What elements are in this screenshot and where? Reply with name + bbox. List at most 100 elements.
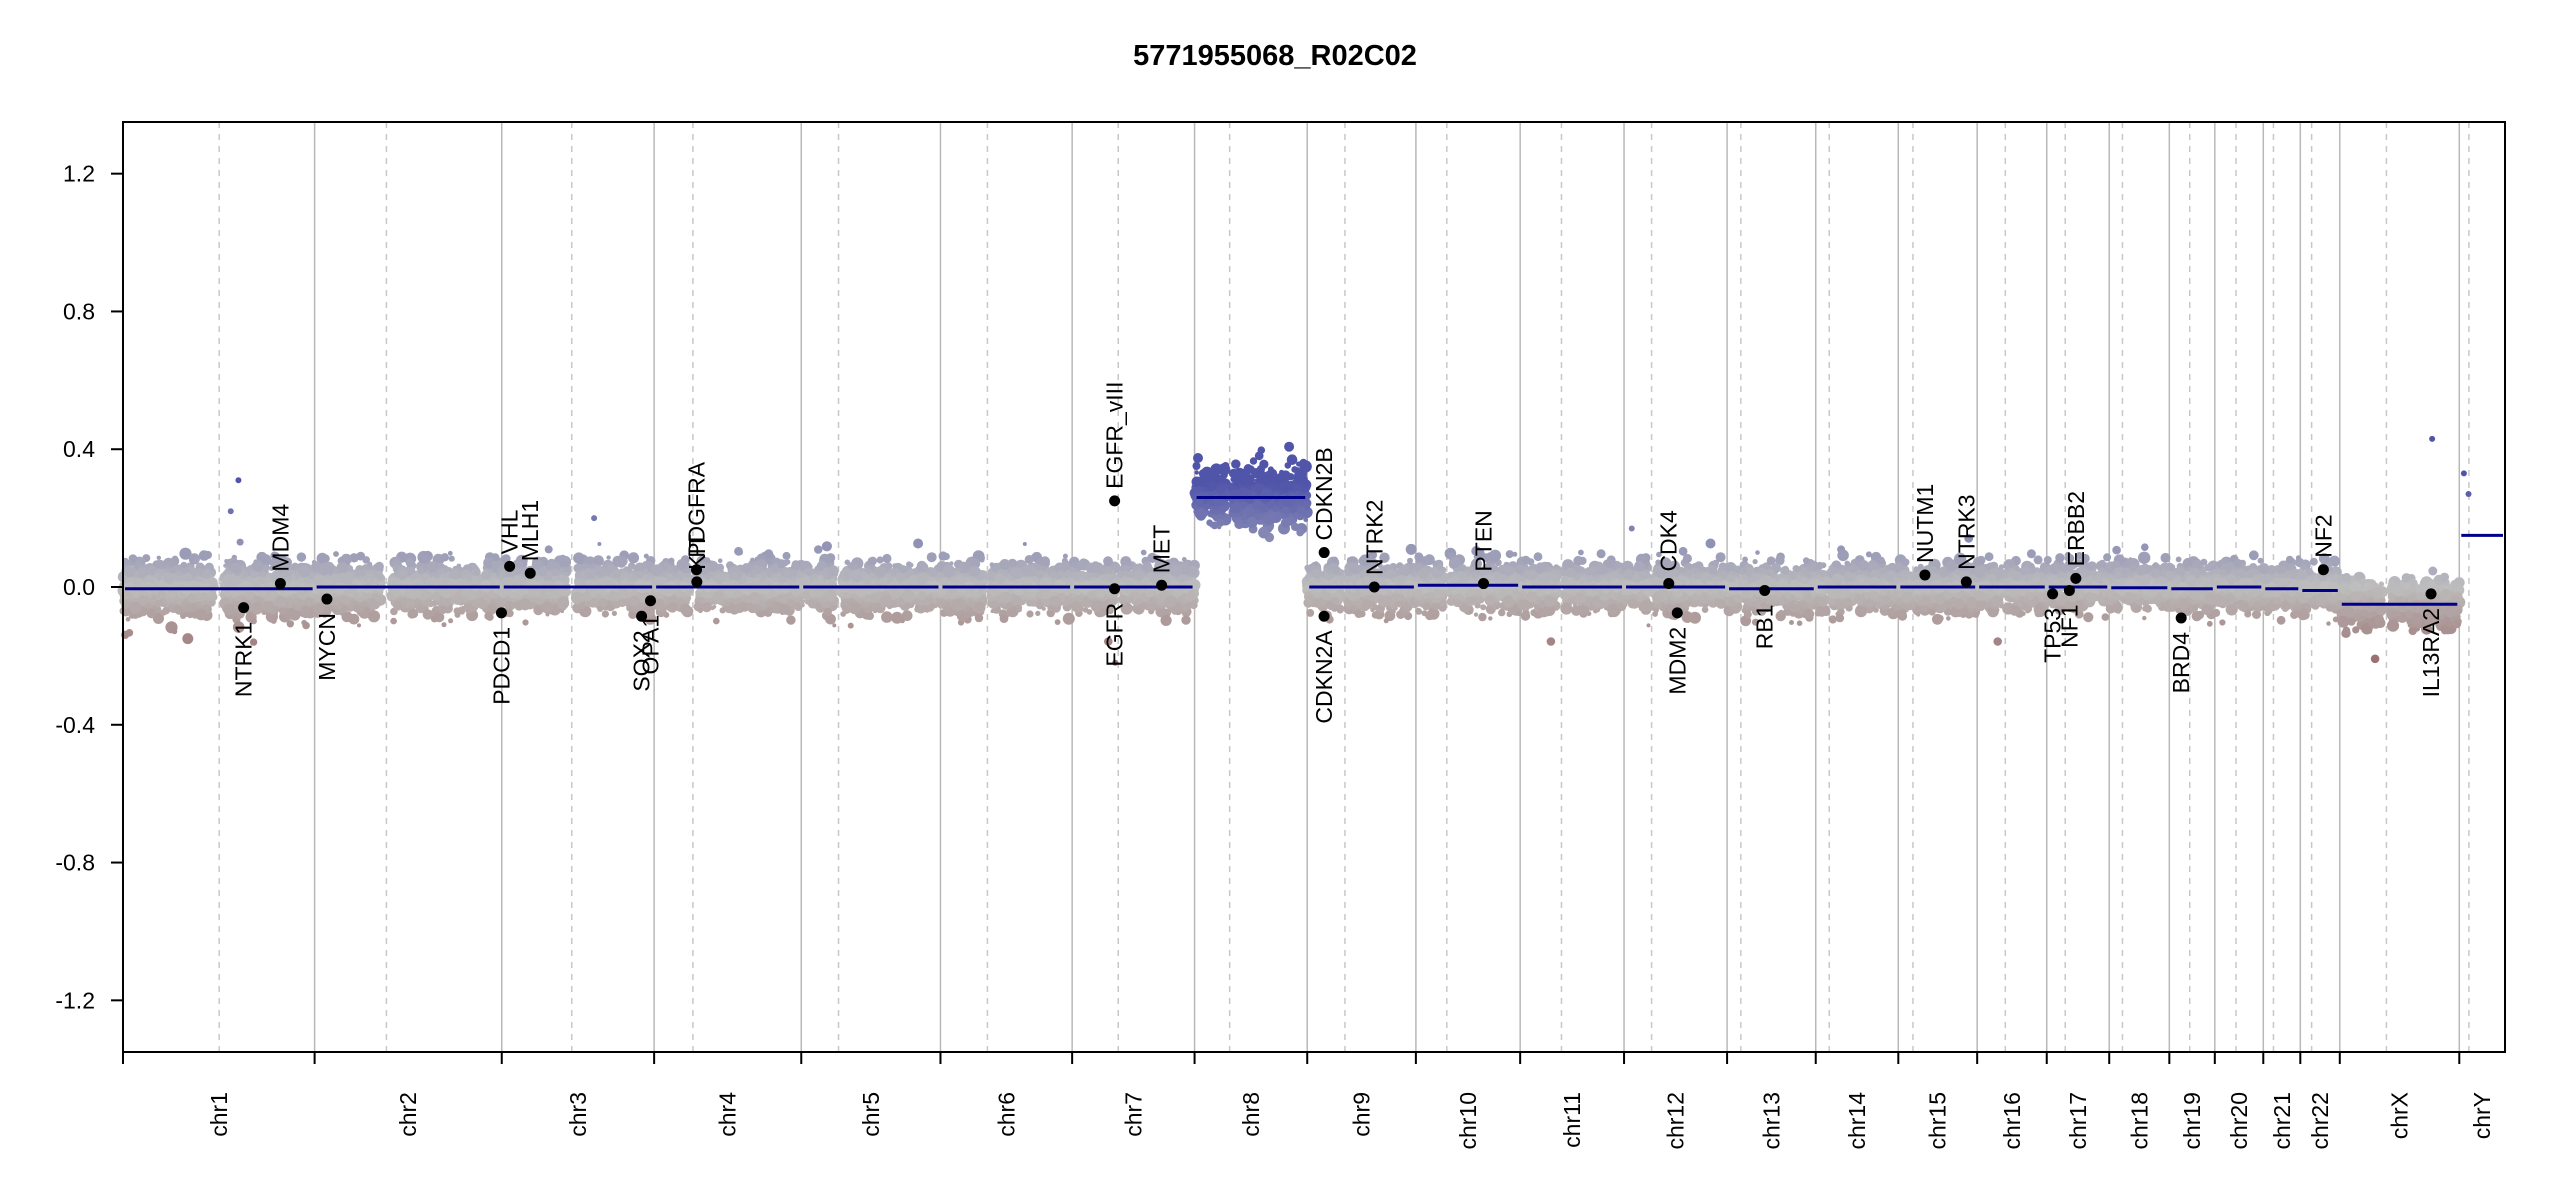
bin-point <box>557 596 570 609</box>
bin-point <box>559 568 565 574</box>
bin-point <box>357 623 361 628</box>
bin-point <box>537 566 548 577</box>
bin-point <box>203 604 210 611</box>
bin-point <box>458 578 464 584</box>
bin-point <box>393 601 403 611</box>
bin-point <box>425 577 435 587</box>
bin-point <box>484 611 493 621</box>
bin-point <box>275 595 288 608</box>
bin-point <box>433 562 440 568</box>
bin-point <box>861 601 867 607</box>
bin-point <box>719 607 726 614</box>
bin-point <box>446 597 452 603</box>
bin-point <box>259 570 267 578</box>
bin-point <box>463 605 469 611</box>
bin-point <box>482 595 489 601</box>
bin-point <box>504 602 510 608</box>
bin-point <box>713 573 725 584</box>
bin-point <box>741 563 752 573</box>
bin-point <box>300 605 311 616</box>
bin-point <box>348 613 360 625</box>
bin-point <box>627 552 640 564</box>
bin-point <box>367 610 381 623</box>
bin-point <box>448 618 454 624</box>
bin-point <box>179 547 192 560</box>
bin-point <box>313 574 326 586</box>
bin-point <box>187 612 194 619</box>
bin-point <box>920 566 927 573</box>
bin-point <box>332 582 345 595</box>
bin-point <box>374 596 380 602</box>
bin-point <box>422 609 433 620</box>
bin-point <box>418 603 423 609</box>
bin-point <box>467 589 475 598</box>
bin-point <box>584 567 597 580</box>
bin-point <box>556 576 560 581</box>
bin-point <box>202 569 212 579</box>
bin-point <box>913 538 924 549</box>
bin-point <box>712 590 725 603</box>
bin-point <box>223 603 236 616</box>
bin-point <box>154 599 163 608</box>
bin-point <box>731 571 739 580</box>
bin-point <box>759 583 771 595</box>
bin-point <box>779 604 790 615</box>
bin-point <box>263 600 275 612</box>
bin-point <box>899 618 905 624</box>
bin-point <box>519 598 531 611</box>
bin-point <box>770 566 778 574</box>
bin-point <box>573 552 585 564</box>
bin-point <box>832 623 837 628</box>
bin-point <box>123 565 136 578</box>
bin-point <box>440 553 449 562</box>
bin-point <box>713 617 720 625</box>
bin-point <box>578 602 586 609</box>
bin-point <box>374 561 384 572</box>
bin-point <box>754 556 760 561</box>
bin-point <box>814 545 823 554</box>
bin-point <box>362 556 371 564</box>
bin-point <box>882 553 892 564</box>
bin-point <box>286 620 294 628</box>
bin-point <box>507 579 512 584</box>
bin-point <box>252 560 264 572</box>
bin-point <box>269 590 276 597</box>
bin-point <box>766 606 774 613</box>
bin-point <box>481 570 491 580</box>
bin-point <box>781 559 789 567</box>
bin-point <box>405 558 415 568</box>
bin-point <box>782 551 791 560</box>
bin-point <box>589 563 595 570</box>
bin-point <box>235 595 241 602</box>
bin-point <box>162 606 171 615</box>
bin-point <box>182 633 194 645</box>
bin-point <box>913 568 919 575</box>
bin-point <box>627 573 635 581</box>
bin-point <box>239 574 244 580</box>
bin-point <box>421 554 431 564</box>
bin-point <box>876 556 884 564</box>
bin-point <box>163 572 174 584</box>
bin-point <box>156 555 161 560</box>
bin-point <box>892 563 898 569</box>
bin-point <box>125 617 131 622</box>
bin-point <box>870 602 880 612</box>
bin-point <box>296 552 307 562</box>
bin-point <box>849 602 861 615</box>
bin-point <box>408 590 413 595</box>
bin-point <box>611 610 618 617</box>
bin-point <box>443 577 450 584</box>
bin-point <box>169 559 175 566</box>
bin-point <box>245 590 255 600</box>
bin-point <box>224 589 231 597</box>
bin-point <box>130 602 141 613</box>
bin-point <box>559 555 571 568</box>
bin-point <box>617 556 628 567</box>
bin-point <box>881 611 893 623</box>
bin-point <box>352 604 361 613</box>
bin-point <box>146 608 157 619</box>
bin-point <box>417 567 425 575</box>
bin-point <box>606 555 611 560</box>
bin-point <box>655 591 661 596</box>
